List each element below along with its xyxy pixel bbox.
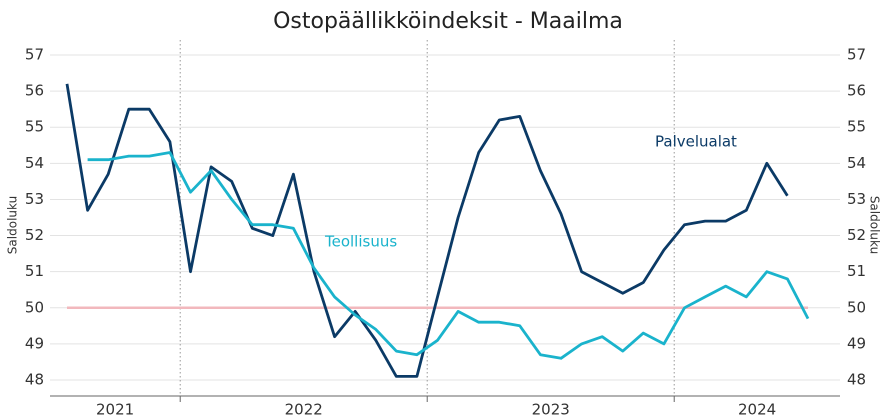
y2-tick-label: 54 (847, 154, 866, 172)
y2-tick-label: 50 (847, 298, 866, 316)
y2-tick-label: 55 (847, 118, 866, 136)
y-tick-label: 49 (25, 334, 44, 352)
y-tick-label: 55 (25, 118, 44, 136)
y2-tick-label: 57 (847, 46, 866, 64)
x-tick-label: 2021 (96, 401, 134, 419)
y-axis-label: Saldoluku (6, 196, 20, 254)
y2-tick-label: 53 (847, 190, 866, 208)
y-tick-label: 51 (25, 262, 44, 280)
series-line (65, 83, 789, 378)
y2-tick-label: 52 (847, 226, 866, 244)
x-tick-label: 2024 (738, 401, 776, 419)
y2-tick-label: 51 (847, 262, 866, 280)
y2-tick-label: 56 (847, 82, 866, 100)
y2-axis-label: Saldoluku (868, 196, 882, 254)
series-label: Palvelualat (655, 133, 737, 151)
y-tick-label: 57 (25, 46, 44, 64)
y-tick-label: 53 (25, 190, 44, 208)
y2-tick-label: 49 (847, 334, 866, 352)
x-tick-label: 2022 (285, 401, 323, 419)
y-tick-label: 54 (25, 154, 44, 172)
y-tick-label: 50 (25, 298, 44, 316)
y2-tick-label: 48 (847, 371, 866, 389)
y-tick-label: 52 (25, 226, 44, 244)
x-tick-label: 2023 (532, 401, 570, 419)
chart-title: Ostopäällikköindeksit - Maailma (273, 9, 623, 34)
series-line (87, 151, 810, 360)
y-tick-label: 48 (25, 371, 44, 389)
y-tick-label: 56 (25, 82, 44, 100)
series-label: Teollisuus (324, 233, 397, 251)
